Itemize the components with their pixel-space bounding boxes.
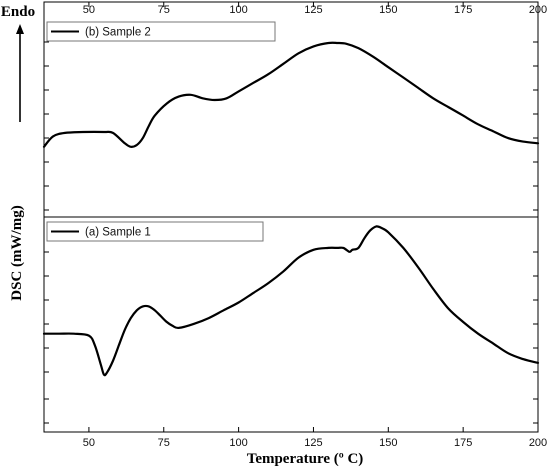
legend-a: (a) Sample 1 [46,221,264,242]
top-x-tick-label: 100 [229,4,247,16]
data-layer [42,41,540,377]
top-x-tick-label: 175 [454,4,472,16]
top-x-tick-label: 125 [304,4,322,16]
legend-label: (b) Sample 2 [85,27,151,39]
bottom-x-tick-label: 50 [83,437,95,449]
endo-arrow-icon [16,24,24,122]
series-line-b [42,41,540,148]
bottom-x-tick-label: 200 [529,437,547,449]
top-x-tick-label: 200 [529,4,547,16]
series-line-a [42,225,540,377]
top-x-tick-label: 75 [158,4,170,16]
legend-b: (b) Sample 2 [46,21,276,42]
bottom-x-tick-label: 150 [379,437,397,449]
top-x-tick-label: 150 [379,4,397,16]
endo-label: Endo [1,4,35,20]
legend-box [46,21,276,42]
bottom-x-tick-label: 125 [304,437,322,449]
top-x-tick-label: 50 [83,4,95,16]
legend-box [46,221,264,242]
legend-label: (a) Sample 1 [85,227,151,239]
bottom-x-tick-label: 75 [158,437,170,449]
bottom-x-tick-label: 175 [454,437,472,449]
bottom-x-tick-label: 100 [229,437,247,449]
x-axis-title: Temperature (º C) [247,451,364,467]
y-axis-title: DSC (mW/mg) [9,205,25,300]
frame-layer: 50 50 75 75 100 100 125 125 150 150 175 175 200 200 (b… [43,1,547,449]
